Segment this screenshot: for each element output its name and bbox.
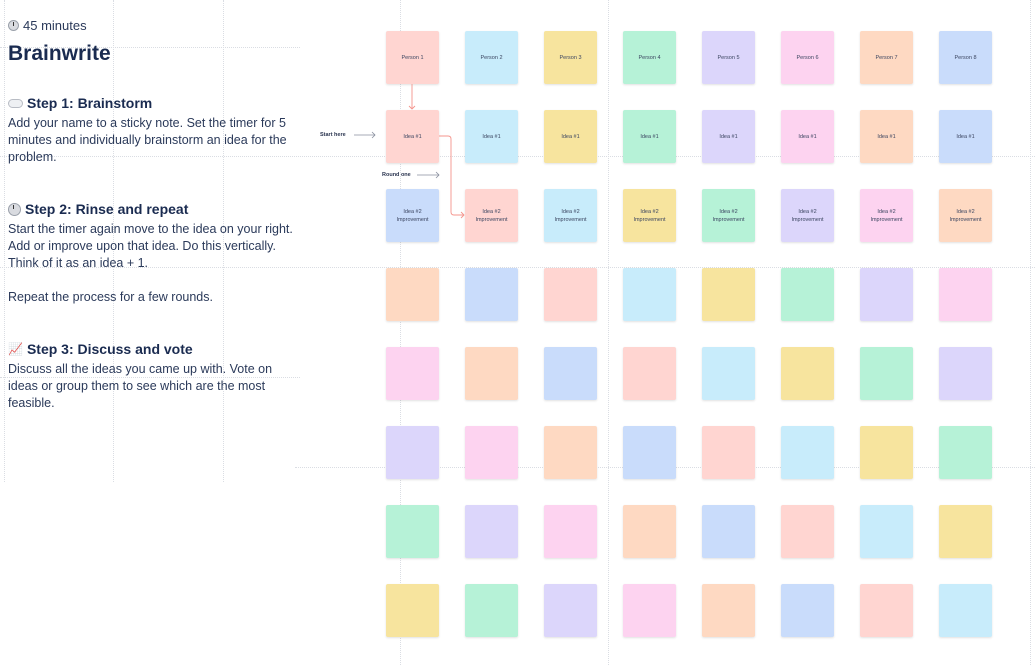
step-body: Start the timer again move to the idea o… (8, 222, 293, 304)
sticky-note[interactable] (465, 505, 518, 558)
sticky-note[interactable] (781, 505, 834, 558)
step-body: Add your name to a sticky note. Set the … (8, 116, 287, 164)
sticky-note[interactable]: Idea #2 Improvement (860, 189, 913, 242)
sticky-note[interactable]: Idea #2 Improvement (623, 189, 676, 242)
sticky-note[interactable] (386, 584, 439, 637)
sticky-note[interactable] (544, 426, 597, 479)
sticky-note[interactable] (781, 584, 834, 637)
sticky-note[interactable]: Idea #2 Improvement (781, 189, 834, 242)
sticky-note[interactable] (465, 426, 518, 479)
start-arrow (354, 131, 376, 139)
sticky-note[interactable] (386, 347, 439, 400)
sticky-note[interactable] (623, 347, 676, 400)
duration-text: 45 minutes (23, 18, 87, 33)
round-one-label: Round one (382, 172, 411, 178)
sticky-note[interactable]: Idea #1 (939, 110, 992, 163)
right-arrow (439, 135, 465, 219)
sticky-note[interactable] (544, 268, 597, 321)
instructions-panel: 45 minutes Brainwrite Step 1: Brainstorm… (8, 18, 293, 412)
sticky-note[interactable] (465, 268, 518, 321)
step-body: Discuss all the ideas you came up with. … (8, 362, 273, 410)
sticky-note[interactable] (465, 347, 518, 400)
duration: 45 minutes (8, 18, 293, 33)
sticky-note[interactable]: Idea #2 Improvement (939, 189, 992, 242)
sticky-note[interactable] (702, 505, 755, 558)
sticky-note[interactable]: Person 3 (544, 31, 597, 84)
sticky-note[interactable]: Idea #2 Improvement (386, 189, 439, 242)
sticky-note[interactable] (702, 584, 755, 637)
sticky-note[interactable] (860, 426, 913, 479)
sticky-note[interactable] (465, 584, 518, 637)
step-2: Step 2: Rinse and repeat Start the timer… (8, 201, 293, 306)
sticky-note[interactable] (544, 505, 597, 558)
sticky-note[interactable] (702, 347, 755, 400)
sticky-note[interactable]: Idea #1 (781, 110, 834, 163)
sticky-note[interactable] (386, 268, 439, 321)
sticky-note[interactable] (860, 584, 913, 637)
sticky-note[interactable] (860, 268, 913, 321)
sticky-note[interactable]: Idea #2 Improvement (702, 189, 755, 242)
sticky-note[interactable] (781, 268, 834, 321)
step-title: Step 3: Discuss and vote (26, 341, 193, 357)
sticky-note[interactable]: Idea #1 (465, 110, 518, 163)
sticky-note[interactable]: Person 6 (781, 31, 834, 84)
clock-icon (8, 202, 21, 216)
step-3: 📈 Step 3: Discuss and vote Discuss all th… (8, 341, 293, 412)
sticky-note[interactable] (860, 347, 913, 400)
sticky-note[interactable] (623, 426, 676, 479)
sticky-note[interactable]: Idea #1 (386, 110, 439, 163)
sticky-note[interactable] (939, 426, 992, 479)
sticky-note[interactable] (623, 584, 676, 637)
chart-increasing-icon: 📈 (8, 342, 23, 356)
sticky-note[interactable]: Person 7 (860, 31, 913, 84)
sticky-note[interactable]: Idea #1 (860, 110, 913, 163)
round-arrow (417, 171, 440, 179)
sticky-note[interactable] (939, 347, 992, 400)
sticky-note[interactable]: Person 2 (465, 31, 518, 84)
sticky-note[interactable] (781, 347, 834, 400)
sticky-note[interactable] (386, 505, 439, 558)
sticky-note[interactable] (781, 426, 834, 479)
sticky-note[interactable] (939, 268, 992, 321)
sticky-note[interactable]: Idea #2 Improvement (465, 189, 518, 242)
sticky-note[interactable] (544, 347, 597, 400)
sticky-note[interactable] (623, 268, 676, 321)
clock-icon (8, 20, 19, 31)
cloud-icon (8, 98, 23, 108)
sticky-note[interactable] (544, 584, 597, 637)
page-title: Brainwrite (8, 42, 111, 65)
sticky-note[interactable] (623, 505, 676, 558)
step-title: Step 2: Rinse and repeat (25, 201, 189, 217)
down-arrow (408, 84, 416, 110)
step-1: Step 1: Brainstorm Add your name to a st… (8, 95, 293, 166)
sticky-note[interactable]: Person 4 (623, 31, 676, 84)
sticky-note[interactable] (386, 426, 439, 479)
sticky-note[interactable] (939, 584, 992, 637)
step-title: Step 1: Brainstorm (27, 95, 153, 111)
sticky-note[interactable]: Idea #1 (544, 110, 597, 163)
sticky-note[interactable]: Idea #2 Improvement (544, 189, 597, 242)
sticky-note[interactable]: Person 5 (702, 31, 755, 84)
start-here-label: Start here (320, 132, 346, 138)
sticky-note[interactable]: Person 8 (939, 31, 992, 84)
sticky-note[interactable] (702, 268, 755, 321)
sticky-note[interactable] (702, 426, 755, 479)
sticky-note[interactable]: Idea #1 (623, 110, 676, 163)
sticky-note[interactable] (939, 505, 992, 558)
sticky-note[interactable] (860, 505, 913, 558)
sticky-note[interactable]: Idea #1 (702, 110, 755, 163)
sticky-note[interactable]: Person 1 (386, 31, 439, 84)
